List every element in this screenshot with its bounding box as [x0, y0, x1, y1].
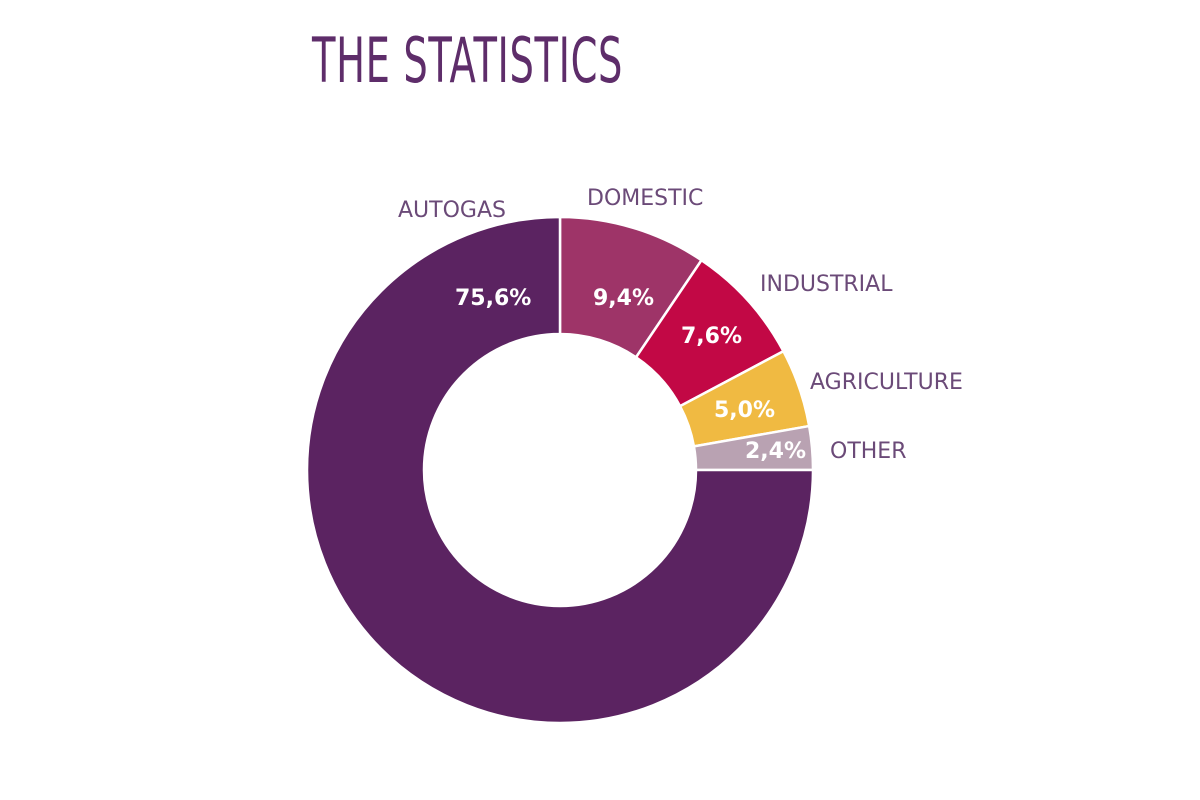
chart-title: THE STATISTICS: [312, 24, 624, 97]
label-other: OTHER: [830, 439, 906, 464]
value-agriculture: 5,0%: [714, 398, 775, 423]
value-other: 2,4%: [745, 439, 806, 464]
label-autogas: AUTOGAS: [398, 198, 506, 223]
value-autogas: 75,6%: [455, 286, 531, 311]
label-domestic: DOMESTIC: [587, 186, 703, 211]
label-agriculture: AGRICULTURE: [810, 370, 963, 395]
label-industrial: INDUSTRIAL: [760, 272, 893, 297]
slice-autogas: [305, 215, 815, 725]
value-industrial: 7,6%: [681, 324, 742, 349]
value-domestic: 9,4%: [593, 286, 654, 311]
